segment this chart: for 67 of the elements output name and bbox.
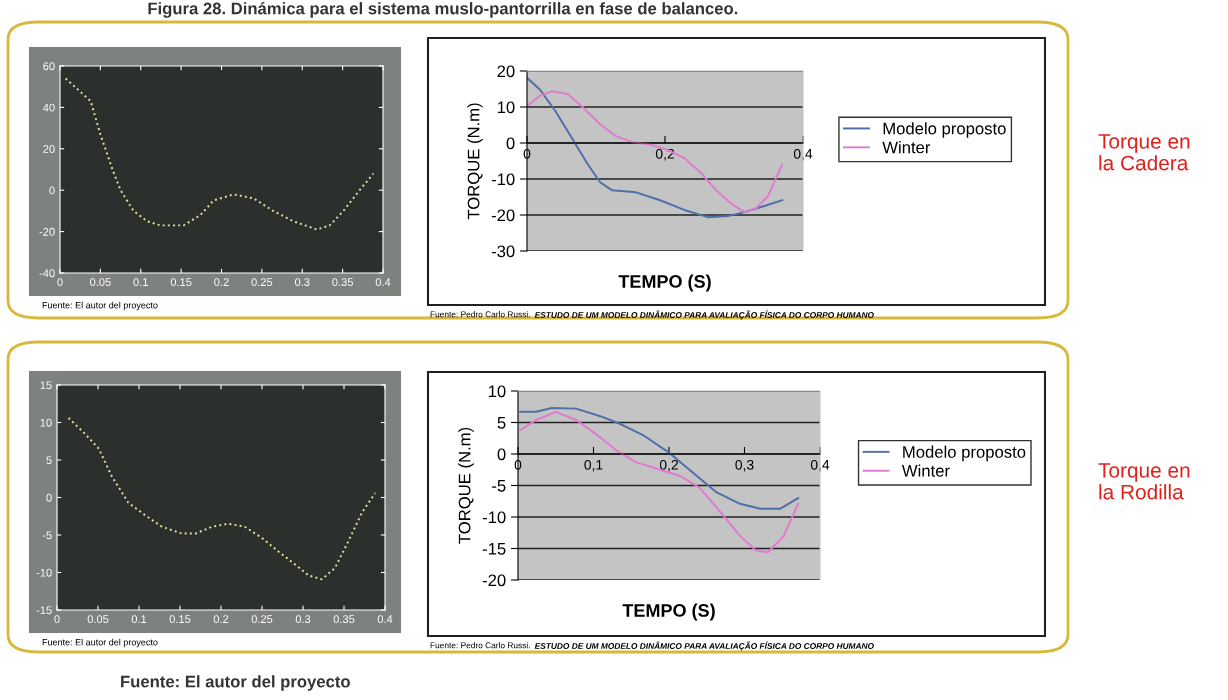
x-tick-label: 0.35 [333, 615, 355, 624]
x-tick-label: 0.05 [87, 615, 109, 624]
source-note: Fuente: El autor del proyecto [42, 638, 158, 648]
x-tick-label: 0.1 [133, 278, 148, 287]
y-tick-label: 5 [497, 417, 506, 429]
x-tick-label: 0.15 [169, 615, 191, 624]
x-tick-label: 0.3 [295, 615, 311, 624]
source-note: Fuente: El autor del proyecto [42, 301, 158, 311]
y-tick-label: 40 [43, 103, 55, 112]
y-tick-label: -5 [492, 480, 506, 492]
y-tick-label: 15 [40, 381, 52, 390]
x-axis-title: TEMPO (S) [618, 274, 711, 292]
y-tick-label: 10 [488, 385, 506, 398]
text: Torque en la Rodilla [1098, 463, 1190, 500]
source-note: Fuente: Pedro Carlo Russi. [430, 642, 530, 649]
y-tick-label: -5 [42, 531, 52, 540]
y-tick-label: 20 [43, 145, 55, 153]
y-axis-title: TORQUE (N.m) [458, 427, 474, 544]
y-tick-label: 0 [46, 493, 52, 502]
y-tick-label: -30 [491, 245, 515, 258]
y-tick-label: 5 [46, 456, 52, 465]
y-tick-label: -10 [36, 568, 52, 577]
y-tick-label: -10 [482, 511, 506, 524]
x-tick-label: 0.3 [294, 278, 310, 287]
legend-label: Modelo proposto [903, 445, 1026, 462]
legend-label: Winter [882, 141, 931, 154]
x-tick-label: 0,2 [659, 459, 678, 472]
y-tick-label: -15 [482, 543, 506, 555]
x-tick-label: 0.15 [170, 278, 192, 287]
y-tick-label: 10 [497, 101, 515, 114]
source-note: Fuente: El autor del proyecto [121, 675, 350, 691]
y-tick-label: 20 [497, 65, 515, 78]
x-axis-title: TEMPO (S) [622, 603, 715, 621]
x-tick-label: 0.05 [90, 278, 111, 287]
legend-label: Winter [901, 464, 950, 477]
y-tick-label: -20 [482, 574, 506, 587]
y-tick-label: -40 [39, 269, 55, 278]
x-tick-label: 0,4 [793, 148, 813, 161]
text: ESTUDO DE UM MODELO DINÂMICO PARA AVALIAÇÃO FÍSICA DO CORPO HUMANO [534, 641, 874, 651]
x-tick-label: 0.35 [332, 278, 353, 287]
y-tick-label: 0 [49, 186, 55, 195]
line-series [67, 417, 377, 581]
line-series [64, 77, 375, 231]
y-tick-label: -15 [36, 606, 52, 615]
y-tick-label: 60 [43, 62, 55, 71]
x-tick-label: 0.25 [251, 615, 273, 624]
x-tick-label: 0.4 [377, 615, 393, 624]
x-tick-label: 0.4 [375, 278, 391, 287]
x-tick-label: 0,1 [584, 459, 603, 472]
x-tick-label: 0.2 [213, 615, 229, 624]
y-tick-label: -20 [39, 227, 55, 236]
x-tick-label: 0.25 [251, 278, 273, 287]
y-axis-title: TORQUE (N.m) [467, 103, 483, 220]
x-tick-label: 0,3 [735, 459, 754, 472]
x-tick-label: 0,4 [810, 459, 830, 472]
y-tick-label: -10 [491, 173, 515, 186]
text: Torque en la Cadera [1098, 134, 1190, 171]
x-tick-label: 0 [57, 278, 63, 287]
y-tick-label: 10 [40, 418, 52, 427]
x-tick-label: 0.1 [131, 615, 147, 624]
x-tick-label: 0.2 [214, 278, 229, 287]
legend-label: Modelo proposto [883, 122, 1006, 138]
y-tick-label: 0 [497, 448, 506, 461]
y-tick-label: 0 [506, 137, 515, 150]
text: Figura 28. Dinámica para el sistema muslo-pantorrilla en fase de balanceo. [148, 2, 738, 18]
y-tick-label: -20 [491, 209, 515, 222]
source-note: Fuente: Pedro Carlo Russi. [430, 311, 530, 318]
